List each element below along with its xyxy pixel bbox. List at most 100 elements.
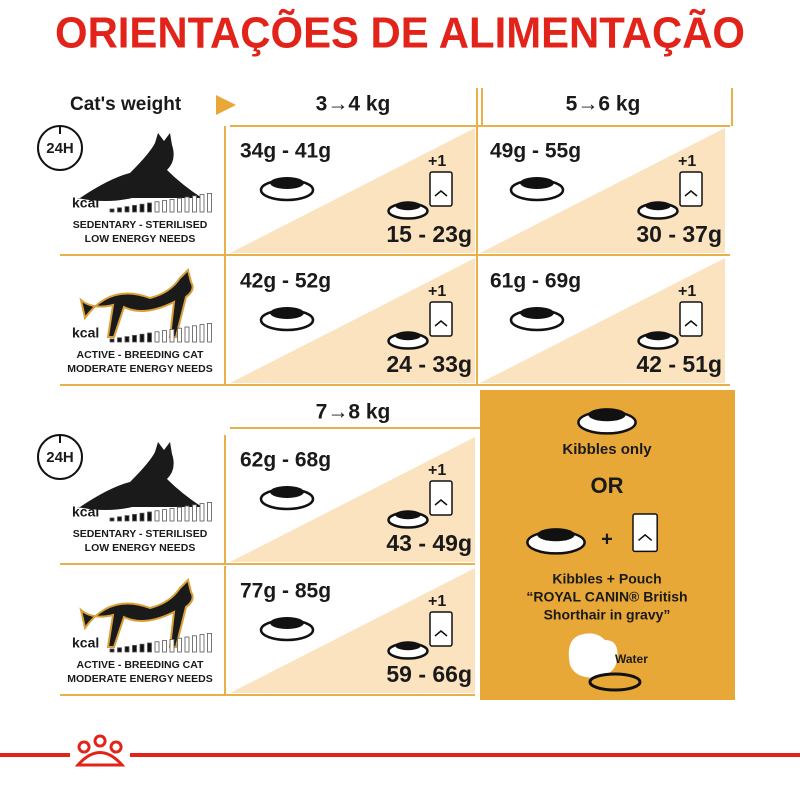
- energy-bar: [109, 208, 115, 213]
- legend-mixed: Kibbles + Pouch: [552, 571, 661, 587]
- cat-active: [79, 578, 194, 648]
- kibbles-amount: 62g - 68g: [240, 449, 331, 472]
- pouch-extra: +1: [678, 153, 696, 170]
- energy-bar: [154, 201, 160, 213]
- energy-bar: [184, 196, 190, 213]
- energy-bar: [124, 206, 130, 213]
- weight-header: 3→4 kg: [316, 93, 391, 116]
- kibbles: [270, 177, 304, 189]
- cell-shade: [230, 258, 475, 383]
- kibbles: [520, 307, 554, 319]
- energy-bar: [207, 192, 212, 213]
- kibbles: [537, 528, 575, 542]
- kibbles: [270, 617, 304, 629]
- cat-sedentary: [77, 133, 202, 201]
- timer-label: 24H: [46, 449, 74, 466]
- mixed-amount: 24 - 33g: [386, 351, 472, 377]
- energy-bar: [184, 636, 190, 653]
- energy-bar: [169, 639, 175, 653]
- legend-plus: +: [601, 528, 613, 550]
- energy-bar: [162, 640, 167, 653]
- kibbles: [395, 510, 421, 520]
- pouch: [429, 171, 453, 207]
- kibbles-amount: 42g - 52g: [240, 270, 331, 293]
- energy-bar: [147, 332, 152, 343]
- energy-bar: [192, 195, 197, 213]
- energy-bar: [177, 197, 182, 213]
- energy-bar: [109, 648, 115, 653]
- energy-bar: [147, 511, 152, 522]
- mixed-amount: 30 - 37g: [636, 221, 722, 247]
- mixed-amount: 43 - 49g: [386, 530, 472, 556]
- pouch-extra: +1: [678, 283, 696, 300]
- energy-bar: [177, 637, 182, 653]
- energy-bar: [124, 336, 130, 343]
- energy-bar: [184, 505, 190, 522]
- pouch: [429, 301, 453, 337]
- mixed-amount: 42 - 51g: [636, 351, 722, 377]
- title: ORIENTAÇÕES DE ALIMENTAÇÃO: [55, 8, 745, 58]
- cell-shade: [230, 437, 475, 562]
- pouch: [679, 301, 703, 337]
- weight-arrow: [216, 95, 236, 115]
- kibbles-amount: 49g - 55g: [490, 140, 581, 163]
- pouch: [632, 513, 658, 553]
- kibbles: [520, 177, 554, 189]
- pouch-logo: [434, 499, 448, 506]
- profile-label: LOW ENERGY NEEDS: [85, 233, 196, 245]
- kcal-label: kcal: [72, 504, 99, 520]
- cell-shade: [230, 128, 475, 253]
- energy-bar: [162, 200, 167, 213]
- energy-bar: [192, 325, 197, 343]
- weight-header: 5→6 kg: [566, 93, 641, 116]
- energy-bar: [154, 510, 160, 522]
- profile-label: ACTIVE - BREEDING CAT: [77, 659, 205, 671]
- cell-shade: [230, 568, 475, 693]
- legend-mixed: “ROYAL CANIN® British: [526, 589, 687, 605]
- kibbles-amount: 34g - 41g: [240, 140, 331, 163]
- legend-kibbles-only: Kibbles only: [562, 441, 652, 458]
- energy-bar: [109, 517, 115, 522]
- profile-label: SEDENTARY - STERILISED: [73, 528, 208, 540]
- energy-bar: [192, 635, 197, 653]
- pouch-logo: [434, 320, 448, 327]
- energy-bar: [124, 515, 130, 522]
- energy-bar: [207, 501, 212, 522]
- kibbles-amount: 77g - 85g: [240, 580, 331, 603]
- water-drop: [568, 633, 618, 678]
- kcal-label: kcal: [72, 635, 99, 651]
- energy-bar: [139, 512, 145, 522]
- cat-sedentary: [77, 442, 202, 510]
- energy-bar: [139, 333, 145, 343]
- kibbles: [645, 201, 671, 211]
- kibbles: [645, 331, 671, 341]
- energy-bar: [162, 330, 167, 343]
- pouch: [429, 611, 453, 647]
- pouch-extra: +1: [428, 593, 446, 610]
- crown-logo: [74, 734, 126, 767]
- energy-bar: [154, 641, 160, 653]
- energy-bar: [147, 642, 152, 653]
- energy-bar: [117, 647, 122, 653]
- profile-label: MODERATE ENERGY NEEDS: [67, 363, 212, 375]
- energy-bar: [132, 204, 137, 213]
- profile-label: SEDENTARY - STERILISED: [73, 219, 208, 231]
- pouch-logo: [684, 190, 698, 197]
- water-bowl: [588, 672, 642, 692]
- energy-bar: [117, 337, 122, 343]
- kibbles: [270, 486, 304, 498]
- energy-bar: [169, 198, 175, 213]
- energy-bar: [199, 634, 205, 653]
- energy-bar: [177, 327, 182, 343]
- energy-bar: [207, 633, 212, 653]
- energy-bar: [184, 326, 190, 343]
- kibbles: [270, 307, 304, 319]
- energy-bar: [199, 194, 205, 213]
- pouch-extra: +1: [428, 462, 446, 479]
- energy-bar: [139, 643, 145, 653]
- energy-bar: [117, 207, 122, 213]
- profile-label: MODERATE ENERGY NEEDS: [67, 673, 212, 685]
- energy-bar: [132, 334, 137, 343]
- energy-bar: [199, 503, 205, 522]
